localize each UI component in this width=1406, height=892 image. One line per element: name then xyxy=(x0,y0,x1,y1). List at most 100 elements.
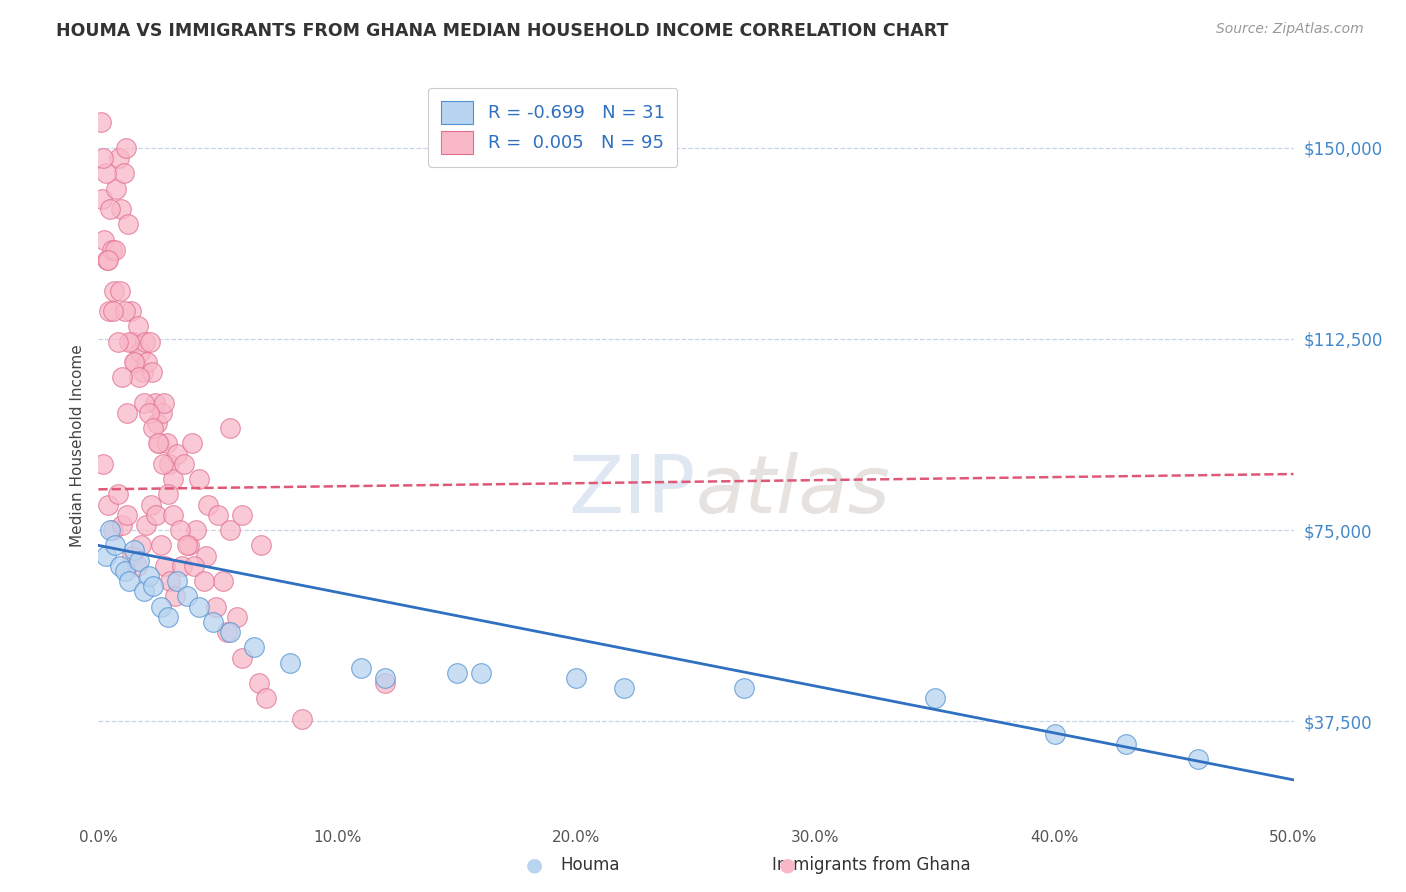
Point xyxy=(204,599,226,614)
Point xyxy=(166,574,188,588)
Point xyxy=(132,584,155,599)
Point xyxy=(128,554,150,568)
Point xyxy=(139,334,162,349)
Point xyxy=(565,671,588,685)
Point xyxy=(138,406,160,420)
Point xyxy=(97,498,120,512)
Point xyxy=(118,334,141,349)
Point xyxy=(111,518,134,533)
Point xyxy=(166,447,188,461)
Point xyxy=(197,498,219,512)
Point xyxy=(202,615,225,629)
Point xyxy=(118,574,141,588)
Point xyxy=(98,304,121,318)
Point xyxy=(124,543,146,558)
Point xyxy=(470,665,492,680)
Point xyxy=(101,523,124,537)
Point xyxy=(156,609,179,624)
Point xyxy=(374,671,396,685)
Point xyxy=(142,421,165,435)
Point xyxy=(186,523,208,537)
Point xyxy=(91,151,114,165)
Point xyxy=(162,472,184,486)
Point xyxy=(127,319,149,334)
Point xyxy=(217,625,239,640)
Point xyxy=(145,508,167,522)
Legend: R = -0.699   N = 31, R =  0.005   N = 95: R = -0.699 N = 31, R = 0.005 N = 95 xyxy=(427,88,678,167)
Point xyxy=(134,334,156,349)
Point xyxy=(101,304,124,318)
Point xyxy=(96,252,118,267)
Text: ●: ● xyxy=(526,855,543,875)
Point xyxy=(108,558,131,573)
Point xyxy=(219,523,242,537)
Point xyxy=(153,395,176,409)
Point xyxy=(114,304,136,318)
Point xyxy=(146,416,169,430)
Point xyxy=(1187,752,1209,766)
Text: ZIP: ZIP xyxy=(568,452,696,530)
Point xyxy=(98,523,122,537)
Point xyxy=(1043,727,1066,741)
Point xyxy=(187,472,209,486)
Point xyxy=(136,355,159,369)
Point xyxy=(162,508,184,522)
Point xyxy=(94,549,117,563)
Text: Houma: Houma xyxy=(561,856,620,874)
Point xyxy=(128,370,150,384)
Point xyxy=(231,650,253,665)
Point xyxy=(176,590,198,604)
Point xyxy=(219,421,242,435)
Point xyxy=(219,625,242,640)
Point xyxy=(98,202,122,216)
Point xyxy=(121,549,143,563)
Point xyxy=(163,590,186,604)
Point xyxy=(110,202,132,216)
Point xyxy=(156,487,179,501)
Point xyxy=(90,115,112,129)
Point xyxy=(180,436,202,450)
Point xyxy=(138,569,160,583)
Point xyxy=(124,355,146,369)
Point xyxy=(143,395,166,409)
Point xyxy=(247,676,270,690)
Point xyxy=(91,192,114,206)
Point xyxy=(374,676,396,690)
Text: HOUMA VS IMMIGRANTS FROM GHANA MEDIAN HOUSEHOLD INCOME CORRELATION CHART: HOUMA VS IMMIGRANTS FROM GHANA MEDIAN HO… xyxy=(56,22,949,40)
Point xyxy=(149,538,172,552)
Point xyxy=(155,558,177,573)
Point xyxy=(149,599,172,614)
Point xyxy=(117,217,139,231)
Point xyxy=(179,538,201,552)
Point xyxy=(108,284,131,298)
Y-axis label: Median Household Income: Median Household Income xyxy=(69,344,84,548)
Point xyxy=(142,579,165,593)
Point xyxy=(122,334,145,349)
Point xyxy=(159,574,181,588)
Point xyxy=(104,538,127,552)
Point xyxy=(733,681,755,695)
Point xyxy=(131,365,153,379)
Point xyxy=(157,457,180,471)
Point xyxy=(148,436,170,450)
Point xyxy=(924,691,946,706)
Point xyxy=(97,252,120,267)
Point xyxy=(176,538,198,552)
Point xyxy=(278,656,301,670)
Point xyxy=(114,564,136,578)
Point xyxy=(135,518,157,533)
Point xyxy=(120,304,142,318)
Point xyxy=(141,365,163,379)
Text: ●: ● xyxy=(779,855,796,875)
Point xyxy=(115,508,138,522)
Point xyxy=(172,558,194,573)
Point xyxy=(231,508,253,522)
Point xyxy=(94,166,117,180)
Point xyxy=(93,233,115,247)
Point xyxy=(107,334,129,349)
Point xyxy=(1115,737,1137,751)
Text: Source: ZipAtlas.com: Source: ZipAtlas.com xyxy=(1216,22,1364,37)
Point xyxy=(103,284,125,298)
Point xyxy=(105,181,128,195)
Point xyxy=(155,436,177,450)
